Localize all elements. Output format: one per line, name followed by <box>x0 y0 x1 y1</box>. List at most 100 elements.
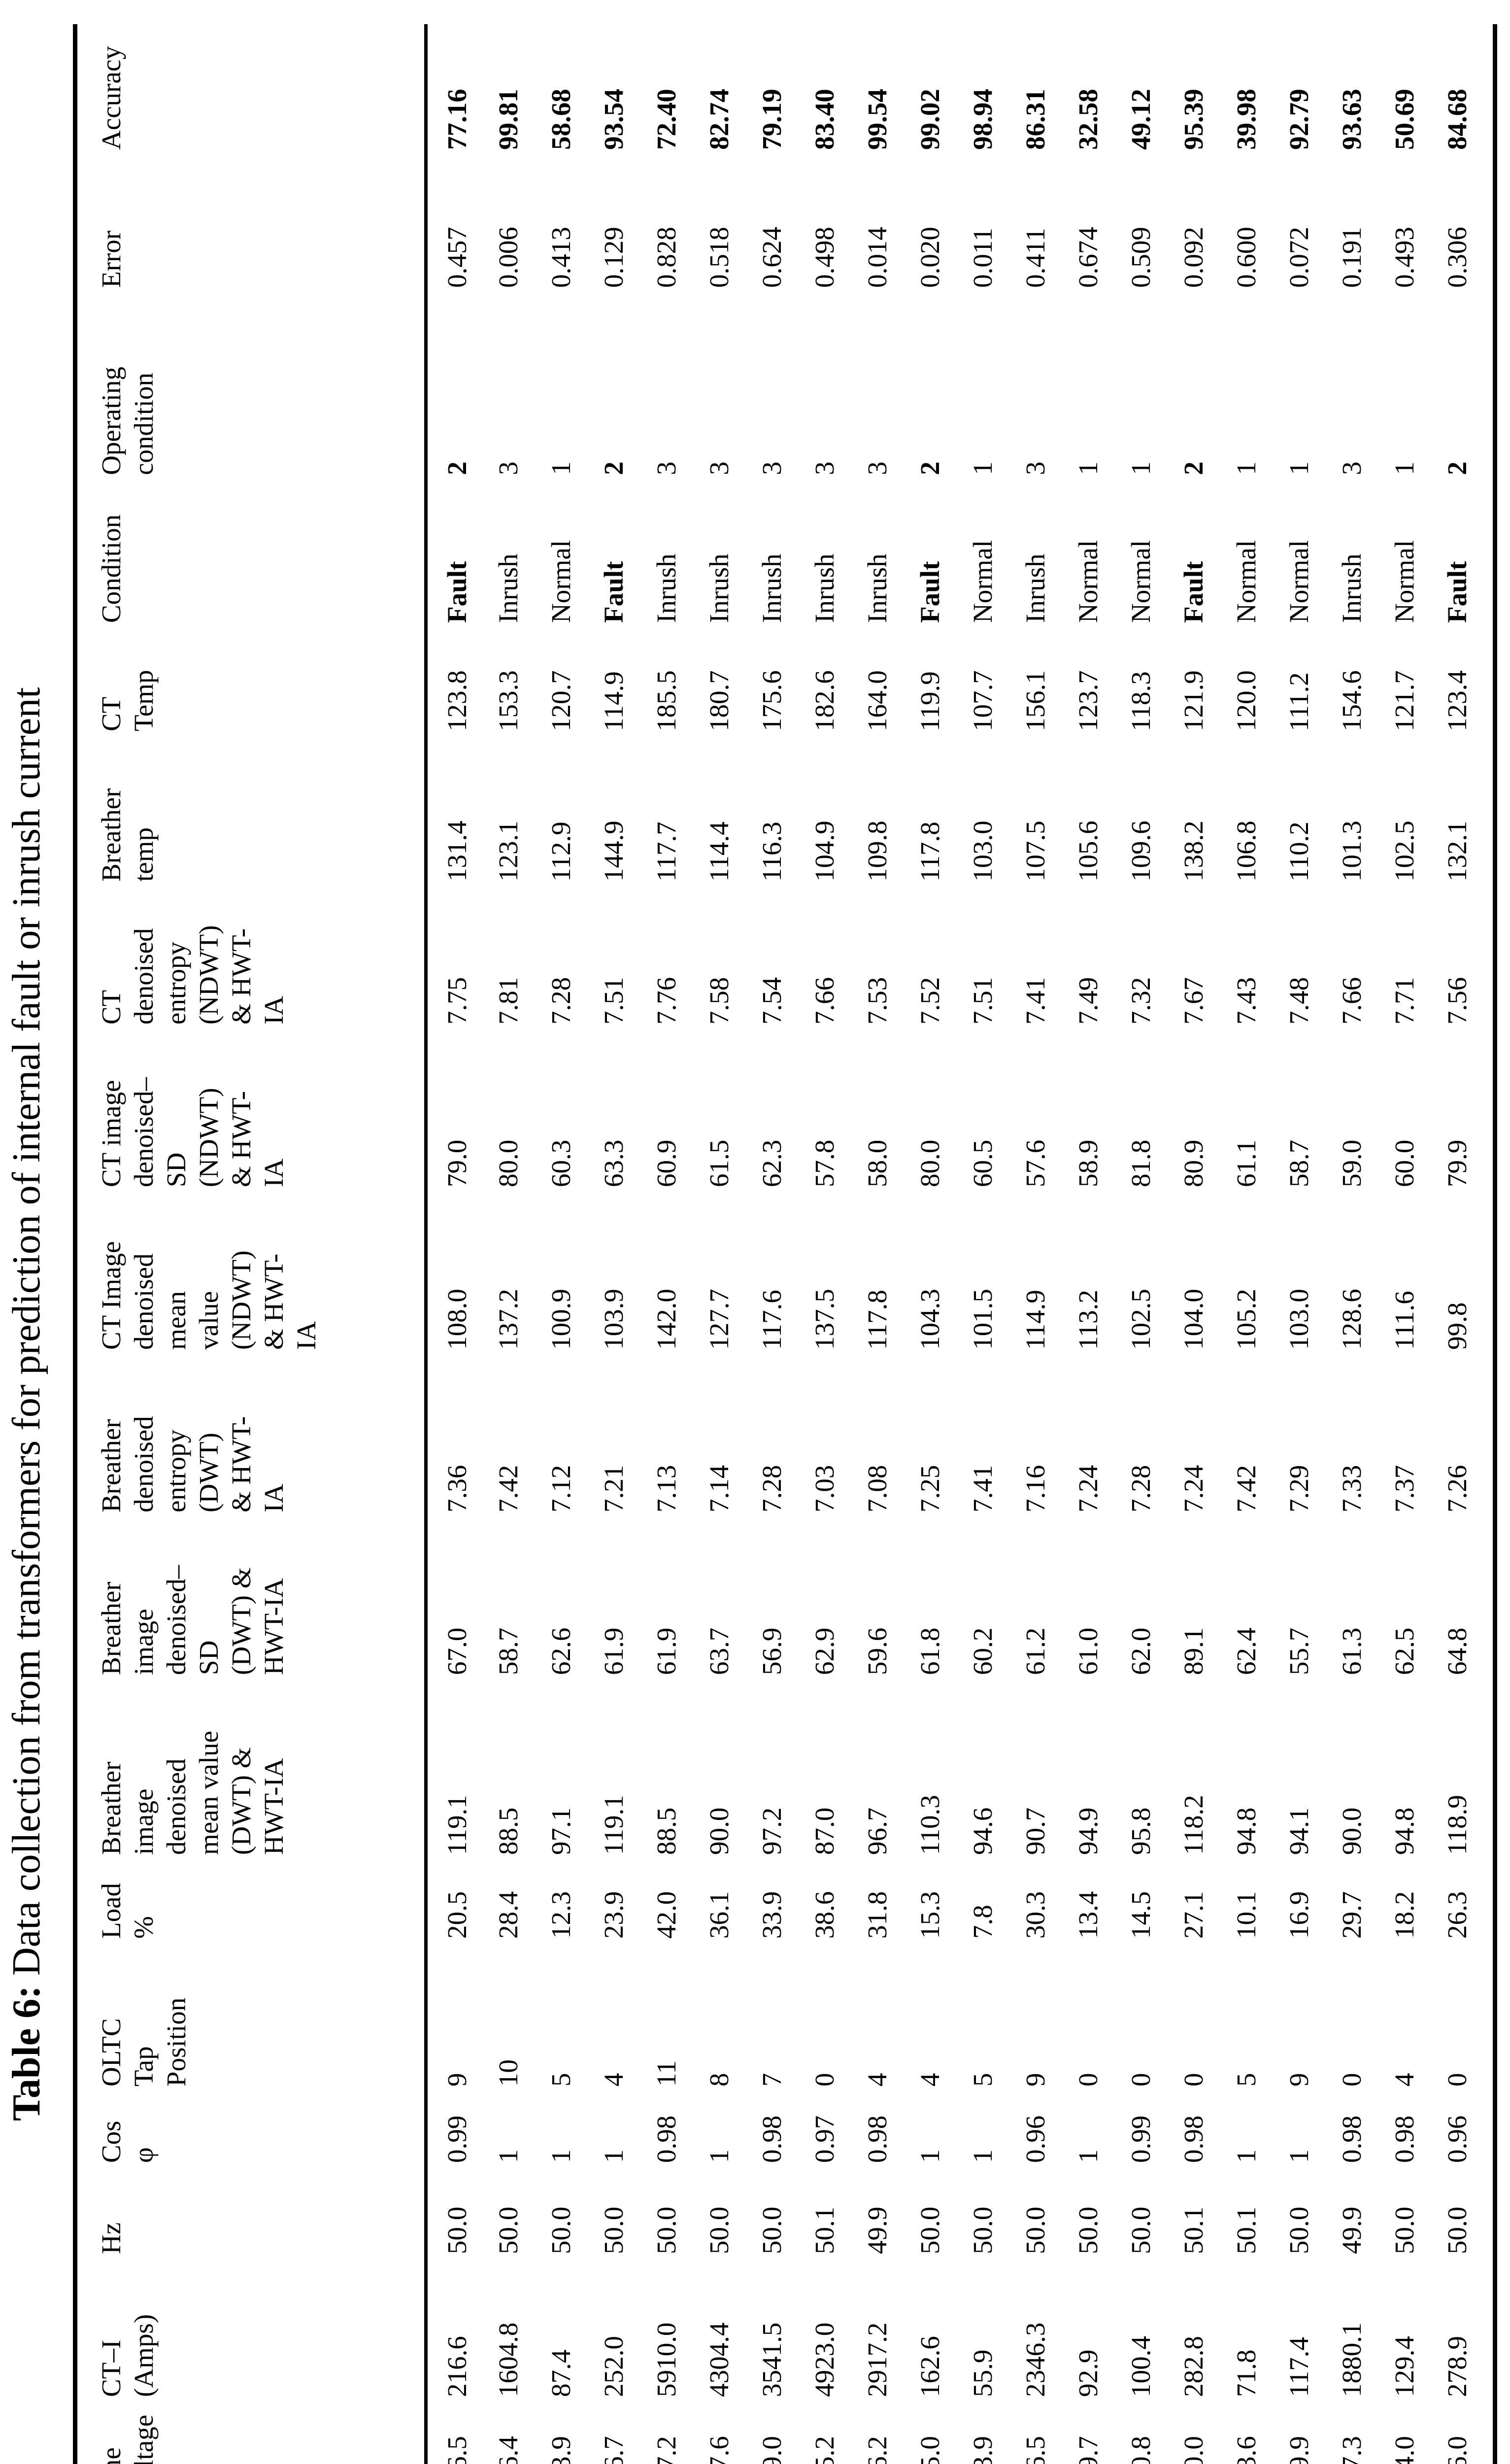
cell-r3-ct-temp: 120.7 <box>545 670 576 731</box>
table-body: 236.5216.650.00.99920.5119.167.07.36108.… <box>426 24 1495 2464</box>
caption-text: Data collection from transformers for pr… <box>5 687 48 1976</box>
cell-r8-line-voltage: 235.2 <box>809 2397 863 2464</box>
cell-r17-line-voltage: 239.9 <box>1284 2397 1337 2464</box>
table-row-19: 234.0129.4 50.0 0.98 4 18.2 94.8 62.5 7.37 111.6… <box>1389 24 1443 2464</box>
cell-r15-ct-temp: 121.9 <box>1178 670 1208 731</box>
cell-r14-line-voltage: 240.8 <box>1126 2397 1179 2464</box>
cell-r3-line-voltage: 233.9 <box>546 2397 599 2464</box>
cell-r14-breather-temp: 109.6 <box>1125 821 1156 882</box>
table-row-2: 236.41604.8 50.0 1 10 28.4 88.5 58.7 7.42 137.2 8… <box>493 24 546 2464</box>
cell-r8-hz: 50.1 <box>809 2206 839 2254</box>
cell-r2-line-voltage: 236.4 <box>493 2397 546 2464</box>
cell-r19-breather-mean: 94.8 <box>1389 1807 1419 1855</box>
cell-r9-ct-temp: 164.0 <box>862 670 892 731</box>
cell-r1-ct-mean: 108.0 <box>442 1289 472 1350</box>
cell-r18-breather-temp: 101.3 <box>1336 821 1367 882</box>
cell-r19-condition: Normal <box>1389 540 1419 623</box>
cell-r1-accuracy: 77.16 <box>442 89 472 150</box>
column-header-accuracy: Accuracy <box>75 24 426 150</box>
cell-r4-accuracy: 93.54 <box>598 89 629 150</box>
cell-r2-accuracy: 99.81 <box>493 89 523 150</box>
cell-r17-ct-temp: 111.2 <box>1283 672 1314 731</box>
cell-r5-condition: Inrush <box>651 553 681 623</box>
cell-r1-ct-sd: 79.0 <box>442 1139 472 1187</box>
cell-r17-operating-condition: 1 <box>1283 461 1314 476</box>
cell-r2-oltc-tap-position: 10 <box>493 2059 523 2087</box>
cell-r16-ct-temp: 120.0 <box>1231 670 1261 731</box>
cell-r9-breather-sd: 59.6 <box>862 1627 892 1675</box>
cell-r4-oltc-tap-position: 4 <box>598 2073 629 2087</box>
cell-r3-error: 0.413 <box>545 227 576 288</box>
cell-r6-condition: Inrush <box>704 553 734 623</box>
cell-r2-error: 0.006 <box>493 227 523 288</box>
cell-r6-ct-entropy: 7.58 <box>704 977 734 1025</box>
cell-r8-accuracy: 83.40 <box>809 89 839 150</box>
cell-r13-error: 0.674 <box>1073 227 1103 288</box>
cell-r7-oltc-tap-position: 7 <box>756 2073 787 2087</box>
cell-r10-ct-sd: 80.0 <box>914 1139 945 1187</box>
cell-r19-ct-entropy: 7.71 <box>1389 977 1419 1025</box>
cell-r14-oltc-tap-position: 0 <box>1125 2073 1156 2087</box>
cell-r18-ct-temp: 154.6 <box>1336 670 1367 731</box>
cell-r8-error: 0.498 <box>809 227 839 288</box>
cell-r17-breather-entropy: 7.29 <box>1283 1465 1314 1512</box>
cell-r4-ct-temp: 114.9 <box>598 671 629 731</box>
cell-r15-breather-sd: 89.1 <box>1178 1627 1208 1675</box>
cell-r10-ct-mean: 104.3 <box>914 1289 945 1350</box>
cell-r12-breather-temp: 107.5 <box>1020 821 1050 882</box>
cell-r2-ct-sd: 80.0 <box>493 1139 523 1187</box>
cell-r13-breather-mean: 94.9 <box>1073 1807 1103 1855</box>
cell-r17-hz: 50.0 <box>1283 2206 1314 2254</box>
cell-r8-breather-temp: 104.9 <box>809 821 839 882</box>
cell-r12-hz: 50.0 <box>1020 2206 1050 2254</box>
cell-r3-ct-mean: 100.9 <box>545 1289 576 1350</box>
cell-r7-ct-temp: 175.6 <box>756 670 787 731</box>
cell-r4-load-pct: 23.9 <box>598 1891 629 1939</box>
cell-r11-load-pct: 7.8 <box>967 1905 998 1939</box>
cell-r4-breather-sd: 61.9 <box>598 1627 629 1675</box>
cell-r20-ct-sd: 79.9 <box>1442 1139 1472 1187</box>
cell-r2-breather-mean: 88.5 <box>493 1807 523 1855</box>
cell-r7-breather-entropy: 7.28 <box>756 1465 787 1512</box>
cell-r2-breather-sd: 58.7 <box>493 1627 523 1675</box>
cell-r4-ct-entropy: 7.51 <box>598 977 629 1025</box>
cell-r1-breather-temp: 131.4 <box>442 821 472 882</box>
cell-r7-breather-mean: 97.2 <box>756 1807 787 1855</box>
cell-r15-ct-i-amps: 282.8 <box>1178 2336 1208 2397</box>
cell-r20-operating-condition: 2 <box>1442 461 1472 476</box>
cell-r1-breather-mean: 119.1 <box>442 1795 472 1855</box>
cell-r20-line-voltage: 236.0 <box>1442 2397 1495 2464</box>
cell-r2-hz: 50.0 <box>493 2206 523 2254</box>
cell-r3-ct-sd: 60.3 <box>545 1139 576 1187</box>
cell-r1-breather-entropy: 7.36 <box>442 1465 472 1512</box>
cell-r12-ct-mean: 114.9 <box>1020 1290 1050 1350</box>
cell-r11-ct-i-amps: 55.9 <box>967 2349 998 2397</box>
cell-r19-error: 0.493 <box>1389 227 1419 288</box>
cell-r11-accuracy: 98.94 <box>967 89 998 150</box>
cell-r11-breather-sd: 60.2 <box>967 1627 998 1675</box>
table-row-12: 236.52346.3 50.0 0.96 9 30.3 90.7 61.2 7.16 114.… <box>1020 24 1074 2464</box>
table-row-4: 236.7252.0 50.0 1 4 23.9 119.1 61.9 7.21 103.9 63… <box>599 24 652 2464</box>
cell-r7-breather-sd: 56.9 <box>756 1627 787 1675</box>
cell-r2-breather-temp: 123.1 <box>493 821 523 882</box>
cell-r14-ct-mean: 102.5 <box>1125 1289 1156 1350</box>
cell-r12-breather-entropy: 7.16 <box>1020 1465 1050 1512</box>
cell-r20-cos-phi: 0.96 <box>1442 2115 1472 2163</box>
cell-r1-ct-entropy: 7.75 <box>442 977 472 1025</box>
cell-r20-load-pct: 26.3 <box>1442 1891 1472 1939</box>
table-row-11: 233.955.9 50.0 1 5 7.8 94.6 60.2 7.41 101.5 60.5 7… <box>968 24 1021 2464</box>
cell-r4-hz: 50.0 <box>598 2206 629 2254</box>
cell-r17-condition: Normal <box>1283 540 1314 623</box>
cell-r12-ct-i-amps: 2346.3 <box>1020 2322 1050 2397</box>
cell-r19-accuracy: 50.69 <box>1389 89 1419 150</box>
cell-r9-hz: 49.9 <box>862 2206 892 2254</box>
cell-r7-hz: 50.0 <box>756 2206 787 2254</box>
cell-r10-ct-temp: 119.9 <box>914 671 945 731</box>
cell-r18-condition: Inrush <box>1336 553 1367 623</box>
cell-r15-breather-mean: 118.2 <box>1178 1795 1208 1855</box>
cell-r9-ct-sd: 58.0 <box>862 1139 892 1187</box>
cell-r9-breather-temp: 109.8 <box>862 821 892 882</box>
cell-r14-load-pct: 14.5 <box>1125 1891 1156 1939</box>
cell-r6-load-pct: 36.1 <box>704 1891 734 1939</box>
cell-r16-breather-entropy: 7.42 <box>1231 1465 1261 1512</box>
